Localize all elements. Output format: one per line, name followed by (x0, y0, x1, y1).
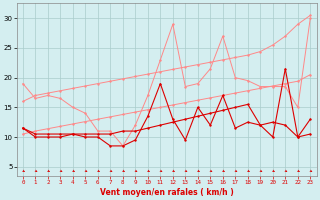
X-axis label: Vent moyen/en rafales ( km/h ): Vent moyen/en rafales ( km/h ) (100, 188, 234, 197)
